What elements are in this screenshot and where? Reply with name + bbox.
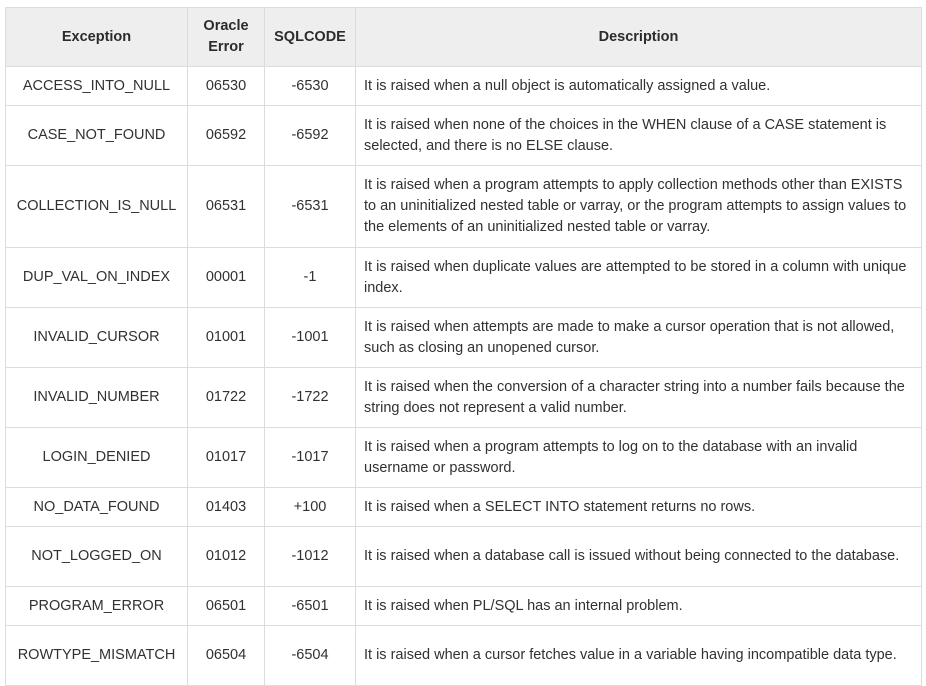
cell-description: It is raised when attempts are made to m… <box>355 307 922 368</box>
cell-description: It is raised when none of the choices in… <box>355 105 922 166</box>
cell-description: It is raised when a program attempts to … <box>355 165 922 248</box>
exceptions-table-container: Exception Oracle Error SQLCODE Descripti… <box>5 7 922 686</box>
cell-oracle-error: 01012 <box>187 526 265 587</box>
cell-oracle-error: 01017 <box>187 427 265 488</box>
table-row: NO_DATA_FOUND 01403 +100 It is raised wh… <box>5 487 922 527</box>
cell-description: It is raised when a SELECT INTO statemen… <box>355 487 922 527</box>
cell-exception: ROWTYPE_MISMATCH <box>5 625 188 686</box>
table-row: INVALID_NUMBER 01722 -1722 It is raised … <box>5 367 922 428</box>
table-row: COLLECTION_IS_NULL 06531 -6531 It is rai… <box>5 165 922 248</box>
cell-sqlcode: -6531 <box>264 165 356 248</box>
cell-description: It is raised when a cursor fetches value… <box>355 625 922 686</box>
header-exception: Exception <box>5 7 188 67</box>
cell-exception: LOGIN_DENIED <box>5 427 188 488</box>
cell-sqlcode: -6501 <box>264 586 356 626</box>
table-header-row: Exception Oracle Error SQLCODE Descripti… <box>5 7 922 67</box>
cell-oracle-error: 06504 <box>187 625 265 686</box>
cell-sqlcode: -6592 <box>264 105 356 166</box>
cell-description: It is raised when duplicate values are a… <box>355 247 922 308</box>
cell-sqlcode: -6504 <box>264 625 356 686</box>
cell-sqlcode: -1012 <box>264 526 356 587</box>
cell-sqlcode: -1001 <box>264 307 356 368</box>
header-oracle-error: Oracle Error <box>187 7 265 67</box>
cell-oracle-error: 06530 <box>187 66 265 106</box>
table-row: ROWTYPE_MISMATCH 06504 -6504 It is raise… <box>5 625 922 686</box>
cell-oracle-error: 06531 <box>187 165 265 248</box>
cell-exception: NO_DATA_FOUND <box>5 487 188 527</box>
cell-exception: NOT_LOGGED_ON <box>5 526 188 587</box>
cell-oracle-error: 01001 <box>187 307 265 368</box>
cell-oracle-error: 06501 <box>187 586 265 626</box>
header-description: Description <box>355 7 922 67</box>
table-row: PROGRAM_ERROR 06501 -6501 It is raised w… <box>5 586 922 626</box>
cell-oracle-error: 01403 <box>187 487 265 527</box>
cell-exception: DUP_VAL_ON_INDEX <box>5 247 188 308</box>
cell-exception: INVALID_NUMBER <box>5 367 188 428</box>
header-sqlcode: SQLCODE <box>264 7 356 67</box>
cell-exception: ACCESS_INTO_NULL <box>5 66 188 106</box>
cell-exception: PROGRAM_ERROR <box>5 586 188 626</box>
cell-sqlcode: -6530 <box>264 66 356 106</box>
cell-description: It is raised when a null object is autom… <box>355 66 922 106</box>
cell-exception: CASE_NOT_FOUND <box>5 105 188 166</box>
cell-exception: INVALID_CURSOR <box>5 307 188 368</box>
table-row: CASE_NOT_FOUND 06592 -6592 It is raised … <box>5 105 922 166</box>
cell-sqlcode: +100 <box>264 487 356 527</box>
cell-description: It is raised when PL/SQL has an internal… <box>355 586 922 626</box>
cell-sqlcode: -1722 <box>264 367 356 428</box>
cell-sqlcode: -1 <box>264 247 356 308</box>
cell-oracle-error: 01722 <box>187 367 265 428</box>
cell-sqlcode: -1017 <box>264 427 356 488</box>
table-row: ACCESS_INTO_NULL 06530 -6530 It is raise… <box>5 66 922 106</box>
table-row: NOT_LOGGED_ON 01012 -1012 It is raised w… <box>5 526 922 587</box>
cell-description: It is raised when a database call is iss… <box>355 526 922 587</box>
table-row: LOGIN_DENIED 01017 -1017 It is raised wh… <box>5 427 922 488</box>
exceptions-table: Exception Oracle Error SQLCODE Descripti… <box>5 7 922 686</box>
cell-exception: COLLECTION_IS_NULL <box>5 165 188 248</box>
cell-description: It is raised when a program attempts to … <box>355 427 922 488</box>
table-row: DUP_VAL_ON_INDEX 00001 -1 It is raised w… <box>5 247 922 308</box>
cell-oracle-error: 00001 <box>187 247 265 308</box>
cell-description: It is raised when the conversion of a ch… <box>355 367 922 428</box>
cell-oracle-error: 06592 <box>187 105 265 166</box>
table-row: INVALID_CURSOR 01001 -1001 It is raised … <box>5 307 922 368</box>
